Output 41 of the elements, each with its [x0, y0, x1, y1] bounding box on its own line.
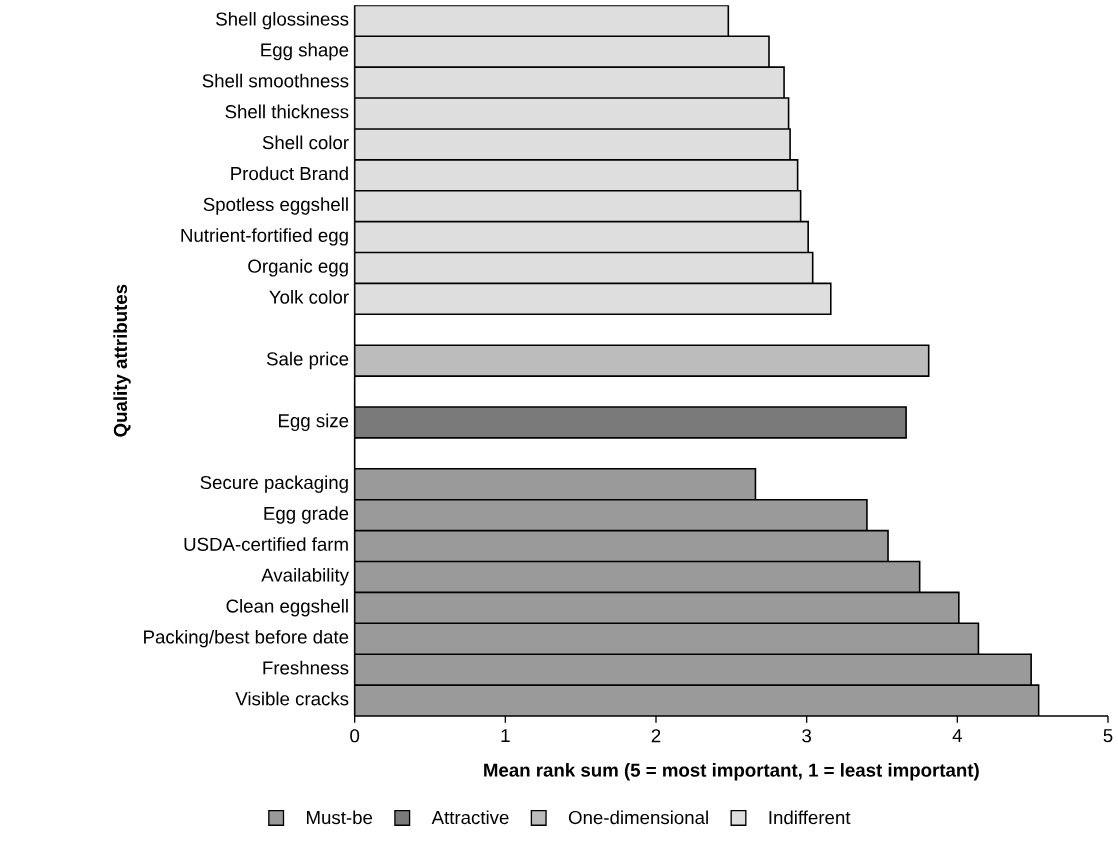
y-tick-label: Freshness: [263, 660, 349, 675]
legend-label: Indifferent: [769, 810, 851, 825]
bar: [354, 5, 730, 38]
y-tick-label: Egg grade: [264, 506, 349, 524]
y-tick-label: Yolk color: [269, 290, 349, 304]
y-tick-label: Shell smoothness: [202, 73, 349, 88]
y-tick-label: Shell glossiness: [216, 11, 349, 30]
legend-label: Must-be: [307, 810, 373, 825]
y-tick-label: Sale price: [266, 351, 349, 370]
legend-label: Attractive: [431, 810, 509, 825]
x-tick-label: 3: [802, 729, 812, 743]
bar: [354, 653, 1032, 686]
bar: [354, 159, 799, 192]
y-tick-label: Shell color: [262, 135, 349, 150]
x-axis-title: Mean rank sum (5 = most important, 1 = least important): [484, 763, 979, 781]
y-tick-label: Availability: [261, 568, 350, 586]
y-tick-label: USDA-certified farm: [184, 537, 348, 551]
bar: [354, 468, 757, 501]
y-tick-label: Product Brand: [231, 166, 348, 181]
x-tick-label: 4: [952, 729, 962, 742]
bar: [354, 97, 790, 130]
y-axis-title: Quality attributes: [113, 284, 131, 437]
bar: [354, 66, 785, 99]
bar: [354, 684, 1040, 716]
bar: [354, 128, 791, 161]
y-tick-label: Egg size: [279, 413, 349, 431]
y-tick-label: Organic egg: [248, 259, 348, 277]
y-tick-label: Shell thickness: [225, 104, 349, 119]
y-tick-label: Visible cracks: [235, 691, 349, 706]
legend-label: One-dimensional: [568, 810, 708, 825]
y-tick-label: Nutrient-fortified egg: [181, 228, 348, 246]
y-tick-label: Clean eggshell: [226, 598, 348, 617]
x-tick-label: 1: [501, 729, 510, 742]
y-tick-label: Spotless eggshell: [203, 197, 348, 215]
y-tick-label: Packing/best before date: [144, 629, 349, 648]
y-tick-label: Egg shape: [261, 42, 349, 61]
x-tick-label: 2: [651, 729, 661, 743]
x-tick-label: 0: [350, 729, 360, 743]
y-tick-label: Secure packaging: [200, 475, 348, 493]
bar: [354, 35, 770, 68]
x-tick-label: 5: [1103, 729, 1113, 743]
